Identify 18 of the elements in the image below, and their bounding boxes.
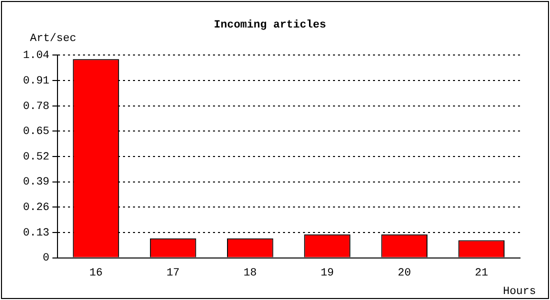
- y-tick-label: 0: [42, 252, 50, 265]
- y-tick-label: 0.65: [23, 126, 50, 138]
- x-tick-label: 19: [320, 267, 334, 280]
- y-tick-label: 1.04: [23, 50, 50, 62]
- y-tick-label: 0.52: [23, 151, 50, 164]
- x-tick-label: 17: [166, 267, 180, 280]
- y-tick-label: 0.26: [23, 202, 50, 214]
- y-tick-label: 0.39: [23, 176, 50, 189]
- x-tick-label: 20: [398, 267, 411, 280]
- x-tick-label: 18: [244, 267, 257, 280]
- y-axis-title: Art/sec: [30, 32, 76, 45]
- y-tick-label: 0.13: [23, 227, 50, 240]
- chart-title: Incoming articles: [214, 19, 326, 32]
- y-tick-label: 0.91: [23, 75, 50, 88]
- x-axis-title: Hours: [502, 286, 536, 298]
- x-tick-label: 16: [89, 267, 103, 280]
- x-tick-label: 21: [474, 267, 488, 280]
- y-tick-label: 0.78: [23, 100, 50, 113]
